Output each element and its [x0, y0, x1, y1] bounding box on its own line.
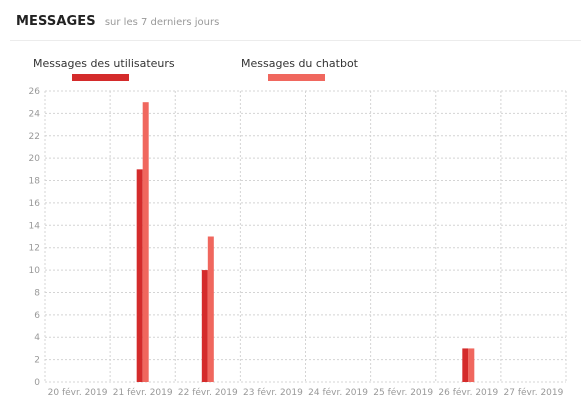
bar-chatbot-1[interactable] [142, 102, 149, 382]
chart-header: MESSAGES sur les 7 derniers jours [16, 10, 219, 30]
y-tick-label: 22 [29, 132, 40, 142]
y-tick-label: 16 [29, 199, 41, 209]
x-tick-label: 20 févr. 2019 [48, 387, 108, 398]
bar-users-1[interactable] [136, 169, 143, 382]
legend-swatch-users [72, 74, 129, 81]
y-tick-label: 26 [29, 87, 41, 97]
x-tick-label: 23 févr. 2019 [243, 387, 303, 398]
legend-item-chatbot[interactable]: Messages du chatbot [241, 57, 358, 70]
y-tick-label: 0 [34, 378, 40, 388]
bar-users-6[interactable] [462, 348, 469, 382]
bar-chatbot-2[interactable] [207, 236, 214, 383]
y-tick-label: 14 [29, 221, 41, 231]
legend-item-users[interactable]: Messages des utilisateurs [33, 57, 175, 70]
y-tick-label: 12 [29, 244, 40, 254]
y-tick-label: 8 [34, 288, 40, 298]
x-tick-label: 24 févr. 2019 [308, 387, 368, 398]
legend-label-chatbot: Messages du chatbot [241, 57, 358, 70]
y-tick-label: 6 [34, 311, 40, 321]
x-tick-label: 26 févr. 2019 [438, 387, 498, 398]
chart-subtitle: sur les 7 derniers jours [104, 17, 220, 28]
x-axis-ticks: 20 févr. 2019 21 févr. 2019 22 févr. 2019 2… [48, 387, 564, 398]
x-tick-label: 27 févr. 2019 [504, 387, 564, 398]
x-tick-label: 22 févr. 2019 [178, 387, 238, 398]
x-tick-label: 21 févr. 2019 [113, 387, 173, 398]
y-tick-label: 2 [34, 356, 40, 366]
bar-users-2[interactable] [201, 270, 208, 382]
y-tick-label: 18 [29, 177, 41, 187]
bar-series [136, 102, 475, 383]
chart-grid [44, 90, 567, 383]
legend-label-users: Messages des utilisateurs [33, 57, 175, 70]
y-tick-label: 24 [29, 109, 41, 119]
y-tick-label: 4 [34, 333, 40, 343]
header-divider [10, 40, 581, 41]
y-tick-label: 10 [29, 266, 41, 276]
legend-swatch-chatbot [268, 74, 325, 81]
x-tick-label: 25 févr. 2019 [373, 387, 433, 398]
chart-title: MESSAGES [16, 14, 96, 29]
bar-chatbot-6[interactable] [468, 348, 475, 382]
y-tick-label: 20 [29, 154, 41, 164]
